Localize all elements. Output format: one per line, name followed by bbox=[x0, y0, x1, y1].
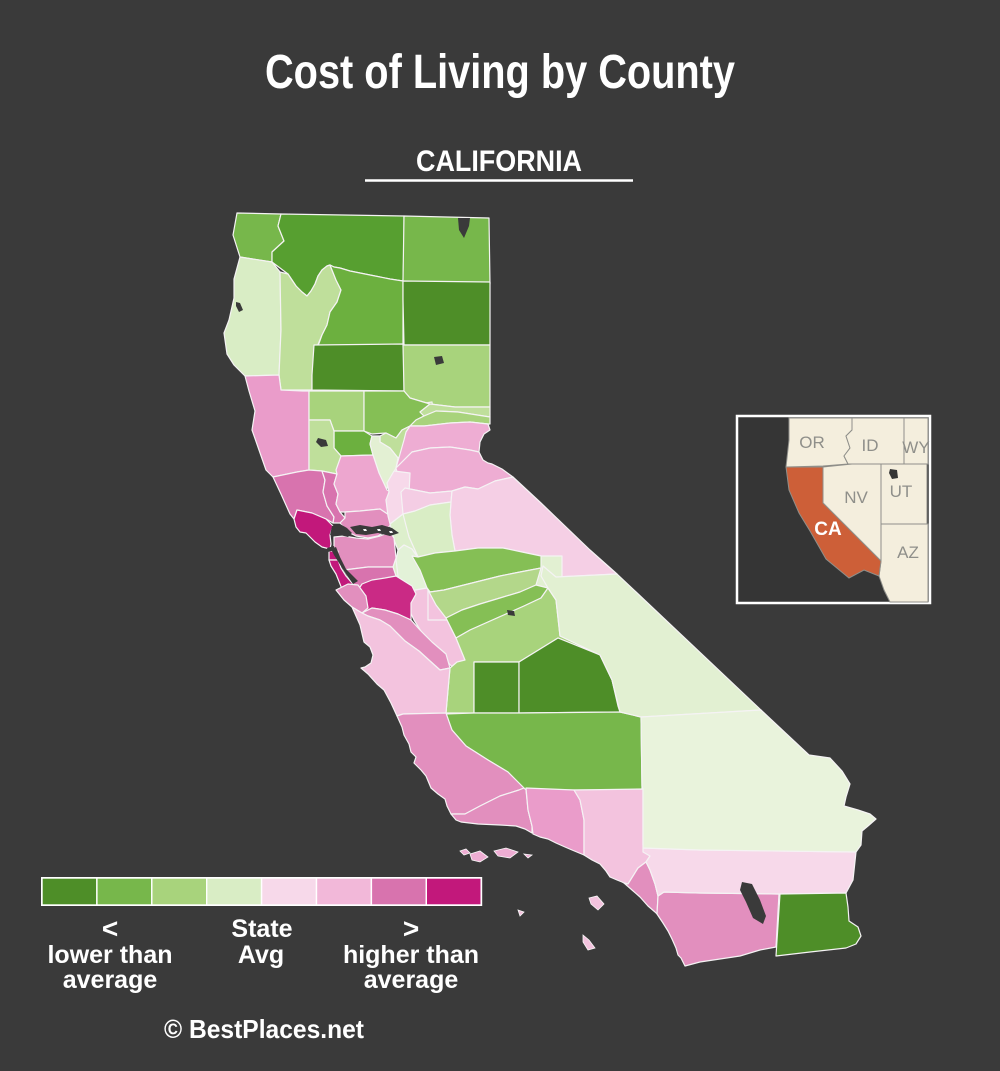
svg-text:ID: ID bbox=[862, 436, 879, 455]
svg-text:NV: NV bbox=[844, 488, 868, 507]
svg-text:OR: OR bbox=[799, 433, 825, 452]
svg-text:AZ: AZ bbox=[897, 543, 919, 562]
svg-text:CALIFORNIA: CALIFORNIA bbox=[416, 145, 582, 178]
svg-text:lower than: lower than bbox=[47, 941, 172, 969]
svg-text:average: average bbox=[63, 966, 158, 994]
svg-text:CA: CA bbox=[814, 519, 842, 540]
svg-text:UT: UT bbox=[890, 482, 913, 501]
svg-text:Cost of Living by County: Cost of Living by County bbox=[265, 46, 735, 99]
svg-text:>: > bbox=[403, 913, 419, 944]
svg-text:State: State bbox=[231, 915, 292, 943]
svg-text:higher than: higher than bbox=[343, 941, 479, 969]
svg-text:© BestPlaces.net: © BestPlaces.net bbox=[164, 1014, 364, 1044]
svg-text:average: average bbox=[364, 966, 459, 994]
svg-text:<: < bbox=[102, 913, 118, 944]
svg-text:Avg: Avg bbox=[238, 941, 284, 969]
svg-text:WY: WY bbox=[902, 438, 929, 457]
